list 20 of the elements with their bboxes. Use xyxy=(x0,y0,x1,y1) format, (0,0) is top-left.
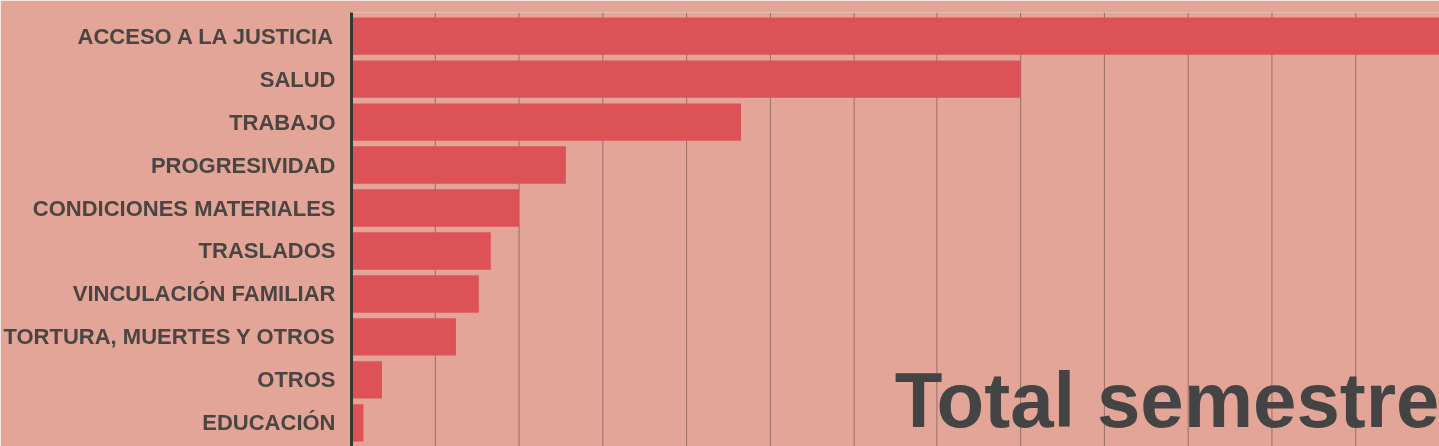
bar xyxy=(351,189,520,227)
y-tick-label: TRABAJO xyxy=(229,109,336,135)
y-tick-label: ACCESO A LA JUSTICIA xyxy=(77,23,334,49)
y-tick-label: TORTURA, MUERTES Y OTROS xyxy=(3,324,335,350)
y-tick-label: VINCULACIÓN FAMILIAR xyxy=(72,281,336,307)
bar xyxy=(351,103,741,141)
y-tick-label: SALUD xyxy=(259,66,336,92)
bar xyxy=(351,318,456,356)
bar xyxy=(351,60,1021,98)
bar xyxy=(351,361,382,399)
bar xyxy=(351,17,1439,55)
annotation: Total semestre xyxy=(894,356,1439,445)
y-tick-label: OTROS xyxy=(257,367,336,393)
bar xyxy=(351,146,566,184)
y-tick-label: TRASLADOS xyxy=(198,238,336,264)
bar xyxy=(351,275,479,313)
y-tick-label: CONDICIONES MATERIALES xyxy=(32,195,336,221)
bar xyxy=(351,232,491,270)
y-tick-label: PROGRESIVIDAD xyxy=(150,152,336,178)
y-tick-label: EDUCACIÓN xyxy=(202,410,336,436)
